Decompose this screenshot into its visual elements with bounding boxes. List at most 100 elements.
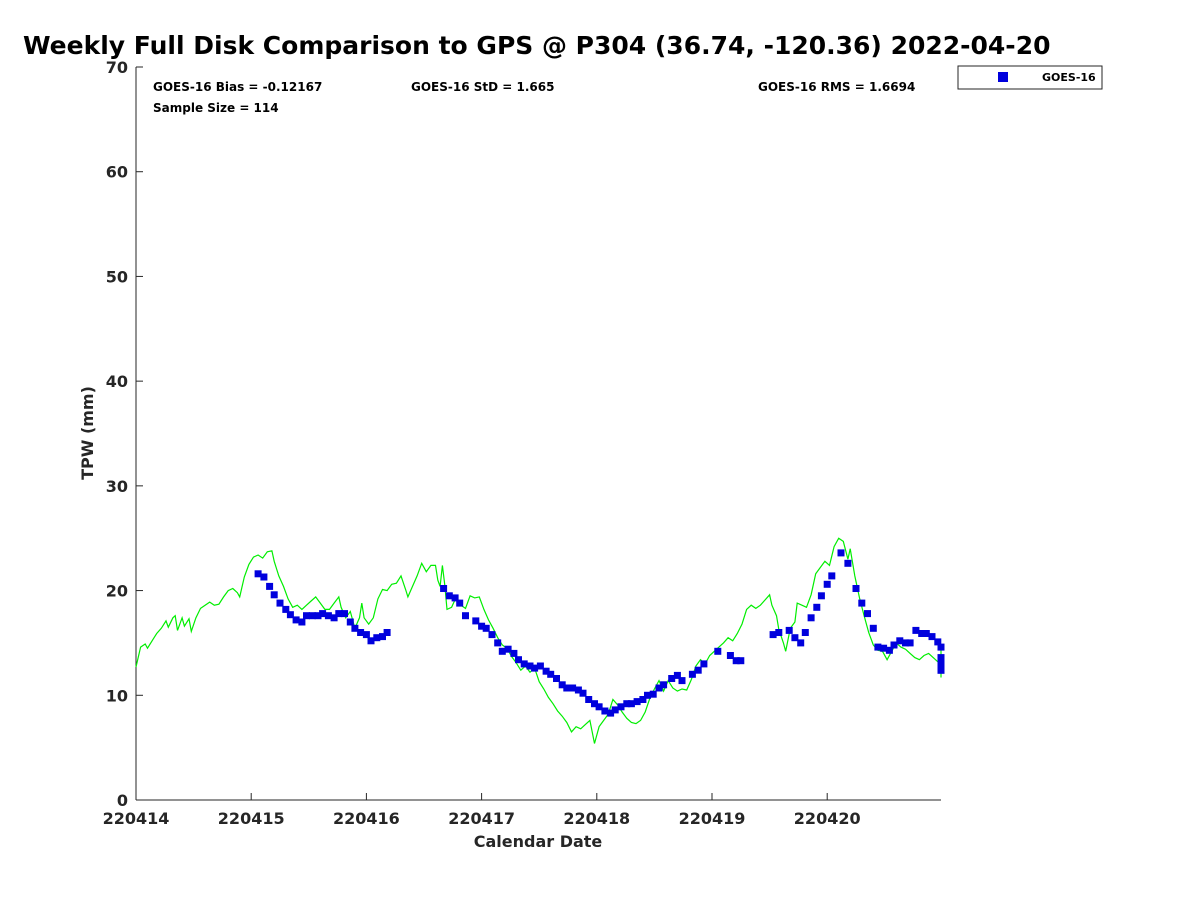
- goes16-data-point: [852, 585, 860, 592]
- goes16-data-point: [595, 703, 603, 711]
- goes16-data-point: [644, 691, 651, 699]
- goes16-data-point: [383, 629, 391, 636]
- goes16-data-point: [817, 592, 825, 600]
- goes16-data-point: [324, 612, 332, 620]
- goes16-data-point: [874, 643, 882, 651]
- goes16-data-point: [341, 610, 348, 618]
- goes16-data-point: [649, 690, 657, 698]
- goes16-data-point: [254, 570, 262, 578]
- y-tick-label: 0: [117, 791, 128, 810]
- goes16-data-point: [563, 684, 571, 692]
- goes16-data-point: [276, 599, 284, 607]
- goes16-data-point: [574, 686, 582, 694]
- goes16-data-point: [627, 700, 635, 708]
- goes16-data-point: [531, 664, 539, 672]
- goes16-data-point: [937, 657, 945, 665]
- goes16-data-point: [569, 684, 577, 692]
- goes16-data-point: [319, 610, 327, 618]
- goes16-data-point: [351, 624, 359, 632]
- goes16-data-point: [298, 618, 306, 626]
- goes16-data-point: [314, 612, 322, 620]
- y-axis-label: TPW (mm): [78, 386, 97, 480]
- goes16-data-point: [553, 675, 560, 682]
- goes16-data-point: [482, 624, 490, 632]
- goes16-data-point: [478, 622, 486, 630]
- goes16-data-point: [488, 631, 496, 639]
- goes16-data-point: [864, 610, 871, 618]
- goes16-data-point: [700, 660, 708, 668]
- goes16-data-point: [823, 580, 831, 588]
- goes16-data-point: [373, 634, 381, 642]
- goes16-data-point: [282, 605, 290, 613]
- goes16-data-point: [526, 662, 534, 670]
- y-tick-label: 50: [106, 267, 128, 286]
- goes16-data-point: [813, 603, 821, 611]
- goes16-data-point: [844, 559, 852, 567]
- goes16-data-point: [797, 639, 805, 647]
- goes16-data-point: [633, 698, 641, 706]
- goes16-data-point: [445, 592, 453, 600]
- goes16-data-point: [858, 599, 866, 607]
- goes16-data-point: [688, 670, 696, 678]
- goes16-data-point: [880, 644, 888, 652]
- goes16-data-point: [912, 626, 920, 634]
- x-tick-label: 220419: [679, 809, 746, 828]
- x-tick-label: 220416: [333, 809, 400, 828]
- goes16-data-point: [591, 700, 598, 708]
- goes16-data-point: [379, 633, 386, 641]
- goes16-data-point: [885, 646, 893, 654]
- bias-stat: GOES-16 Bias = -0.12167: [153, 80, 322, 94]
- goes16-data-point: [655, 684, 663, 692]
- goes16-data-point: [456, 599, 464, 607]
- goes16-data-point: [678, 677, 686, 685]
- goes16-data-point: [536, 662, 544, 670]
- goes16-data-point: [694, 666, 702, 674]
- goes16-data-point: [906, 639, 914, 647]
- goes16-data-point: [585, 696, 593, 703]
- y-ticks: 0 10 20 30 40 50 60 70: [106, 58, 143, 810]
- goes16-data-point: [937, 643, 945, 651]
- x-axis-label: Calendar Date: [474, 832, 603, 851]
- goes16-data-point: [807, 614, 815, 622]
- y-tick-label: 20: [106, 582, 128, 601]
- goes16-data-point: [579, 689, 587, 697]
- goes16-data-point: [639, 696, 647, 703]
- y-tick-label: 40: [106, 372, 128, 391]
- goes16-data-point: [362, 631, 370, 639]
- goes16-data-point: [330, 614, 338, 622]
- chart-title: Weekly Full Disk Comparison to GPS @ P30…: [23, 31, 1050, 60]
- goes16-data-point: [542, 667, 550, 675]
- goes16-data-point: [611, 706, 619, 714]
- goes16-data-point: [726, 652, 734, 659]
- x-tick-label: 220415: [218, 809, 285, 828]
- goes16-data-point: [714, 647, 722, 655]
- goes16-data-point: [472, 617, 480, 625]
- goes16-data-point: [769, 631, 777, 639]
- goes16-series-markers: [254, 549, 945, 717]
- goes16-data-point: [896, 637, 904, 645]
- x-tick-label: 220418: [563, 809, 630, 828]
- goes16-data-point: [498, 647, 506, 655]
- axes: [135, 67, 941, 801]
- goes16-data-point: [890, 641, 898, 649]
- goes16-data-point: [270, 591, 278, 599]
- goes16-data-point: [623, 700, 631, 708]
- goes16-data-point: [732, 657, 740, 665]
- legend: GOES-16: [957, 65, 1103, 90]
- x-ticks: 220414 220415 220416 220417 220418 220419 2204…: [103, 793, 861, 828]
- goes16-data-point: [335, 610, 343, 618]
- plot-area: [135, 537, 945, 744]
- y-tick-label: 30: [106, 477, 128, 496]
- sample-size-stat: Sample Size = 114: [153, 101, 279, 115]
- goes16-data-point: [451, 594, 459, 602]
- goes16-data-point: [462, 612, 469, 620]
- legend-box: [957, 65, 1103, 90]
- goes16-data-point: [791, 634, 799, 642]
- goes16-data-point: [617, 703, 625, 711]
- goes16-data-point: [515, 656, 522, 664]
- goes16-data-point: [922, 630, 930, 637]
- goes16-data-point: [660, 681, 668, 689]
- goes16-data-point: [918, 630, 926, 637]
- gps-series-line: [135, 537, 942, 744]
- goes16-data-point: [558, 681, 566, 689]
